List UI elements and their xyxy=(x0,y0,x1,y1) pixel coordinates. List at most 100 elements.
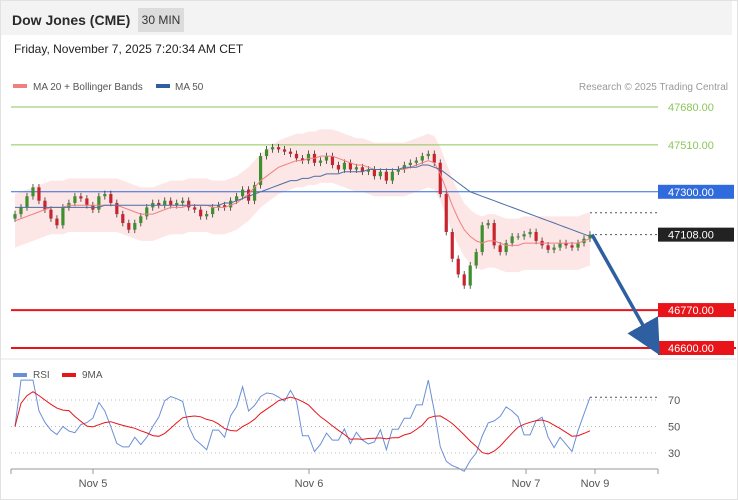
candle-body xyxy=(510,236,514,244)
candle-body xyxy=(570,245,574,248)
candle-body xyxy=(558,243,562,248)
bollinger-band-area xyxy=(15,129,590,273)
candle-body xyxy=(121,214,125,224)
candle-body xyxy=(252,185,257,201)
candle-body xyxy=(31,187,35,197)
level-label-4: 46770.00 xyxy=(668,305,714,317)
ma50-line xyxy=(15,164,591,237)
chart-title: Dow Jones (CME) xyxy=(12,12,131,28)
level-label-2: 47300.00 xyxy=(668,187,714,199)
candle-body xyxy=(306,153,311,161)
candle-body xyxy=(546,245,550,250)
timeframe-button[interactable]: 30 MIN xyxy=(138,8,184,32)
ma50-legend-swatch xyxy=(156,84,170,88)
level-tag-3 xyxy=(658,227,734,242)
candle-body xyxy=(426,153,430,157)
candle-body xyxy=(127,223,131,230)
rsi-tick-30: 30 xyxy=(668,448,680,460)
candle-body xyxy=(79,196,83,199)
candle-body xyxy=(468,265,472,286)
candle-body xyxy=(193,207,197,210)
candle-body xyxy=(456,258,460,275)
candle-body xyxy=(276,147,281,150)
candle-body xyxy=(61,207,65,226)
moving-averages xyxy=(14,155,591,246)
candle-body xyxy=(480,225,484,253)
copyright: Research © 2025 Trading Central xyxy=(579,82,728,93)
candle-body xyxy=(19,207,23,215)
candle-body xyxy=(175,202,179,206)
candle-body xyxy=(115,202,119,215)
candle-body xyxy=(37,187,41,201)
candle-body xyxy=(288,151,293,154)
candle-body xyxy=(264,149,269,157)
candle-body xyxy=(318,160,323,163)
candle-body xyxy=(588,234,592,239)
candle-body xyxy=(85,198,89,206)
candle-body xyxy=(564,243,568,246)
candle-body xyxy=(432,153,436,163)
level-label-5: 46600.00 xyxy=(668,343,714,355)
rsi-ma-legend-label: 9MA xyxy=(82,370,103,381)
candle-body xyxy=(300,158,305,161)
rsi-legend-label: RSI xyxy=(33,370,50,381)
candle-body xyxy=(133,223,137,230)
candle-body xyxy=(199,209,203,217)
candle-body xyxy=(552,247,556,250)
level-label-3: 47108.00 xyxy=(668,230,714,242)
candle-body xyxy=(241,189,245,197)
candle-body xyxy=(270,147,275,150)
level-tag-2 xyxy=(658,184,734,199)
candle-body xyxy=(522,234,526,237)
candle-body xyxy=(229,200,233,208)
level-tag-4 xyxy=(658,303,734,318)
candle-body xyxy=(336,165,341,170)
candle-body xyxy=(223,205,227,208)
x-tick-label: Nov 9 xyxy=(581,478,610,490)
x-tick-label: Nov 7 xyxy=(512,478,541,490)
x-tick-label: Nov 6 xyxy=(295,478,324,490)
candle-body xyxy=(342,162,347,170)
candle-body xyxy=(360,167,364,172)
x-tick-label: Nov 5 xyxy=(79,478,108,490)
candle-body xyxy=(181,200,185,203)
candle-body xyxy=(330,156,335,166)
rsi-tick-50: 50 xyxy=(668,422,680,434)
candle-body xyxy=(145,207,149,217)
candle-body xyxy=(378,171,382,177)
candle-body xyxy=(169,200,173,206)
candle-body xyxy=(217,205,221,208)
candle-body xyxy=(13,214,17,219)
timestamp: Friday, November 7, 2025 7:20:34 AM CET xyxy=(14,42,244,56)
ma20-legend-swatch xyxy=(13,84,27,88)
candle-body xyxy=(516,236,520,238)
candle-body xyxy=(49,209,53,219)
candle-body xyxy=(294,153,299,159)
ma20-legend-label: MA 20 + Bollinger Bands xyxy=(33,82,143,93)
candle-body xyxy=(420,156,424,161)
candle-body xyxy=(462,274,466,286)
projection-arrow xyxy=(590,233,660,356)
candle-body xyxy=(498,245,502,253)
projection xyxy=(590,233,660,356)
x-axis-ticks: Nov 5 Nov 6 Nov 7 Nov 9 xyxy=(10,469,659,490)
level-tag-5 xyxy=(658,341,734,355)
rsi-panel: 70 50 30 xyxy=(11,379,680,472)
candle-body xyxy=(372,169,376,177)
candle-body xyxy=(43,200,47,210)
bollinger-bands xyxy=(15,129,590,273)
candle-body xyxy=(576,243,580,248)
rsi-legend-swatch xyxy=(13,373,27,377)
candle-body xyxy=(205,214,209,217)
candle-body xyxy=(438,162,442,195)
candle-body xyxy=(414,160,418,163)
candle-body xyxy=(25,196,29,208)
candle-body xyxy=(187,200,191,208)
candle-body xyxy=(486,223,490,226)
price-levels: 47680.00 47510.00 47300.00 47108.00 46770.00… xyxy=(11,102,736,355)
chart-header: Dow Jones (CME) 30 MIN xyxy=(1,1,732,35)
level-label-0: 47680.00 xyxy=(668,102,714,114)
candle-body xyxy=(324,156,329,161)
candle-body xyxy=(258,156,263,186)
